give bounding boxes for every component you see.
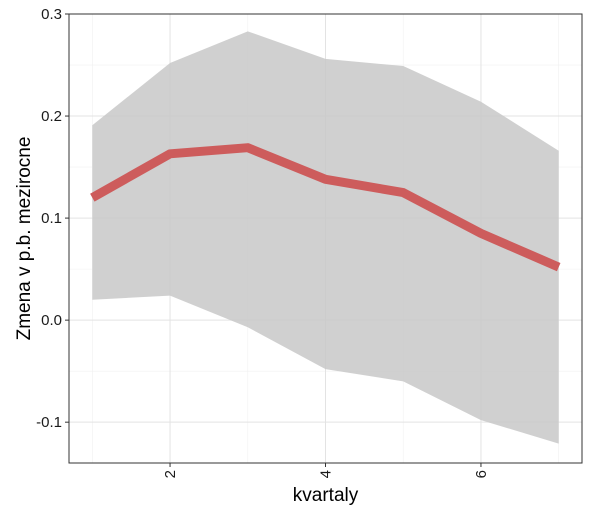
- y-tick-label: 0.1: [41, 210, 62, 227]
- x-tick-label: 2: [162, 470, 179, 478]
- y-tick-label: -0.1: [36, 414, 62, 431]
- y-tick-label: 0.2: [41, 108, 62, 125]
- y-tick-label: 0.0: [41, 312, 62, 329]
- x-tick-label: 6: [473, 470, 490, 478]
- series-line-layer: [90, 143, 561, 272]
- x-axis-title: kvartaly: [293, 485, 359, 506]
- confidence-band: [92, 31, 559, 444]
- x-tick-label: 4: [318, 470, 335, 478]
- axes: -0.1 0.0 0.1 0.2 0.3 2 4 6: [36, 6, 490, 478]
- y-axis-title: Zmena v p.b. mezirocne: [14, 137, 35, 341]
- y-tick-label: 0.3: [41, 6, 62, 23]
- confidence-band-layer: [92, 31, 559, 444]
